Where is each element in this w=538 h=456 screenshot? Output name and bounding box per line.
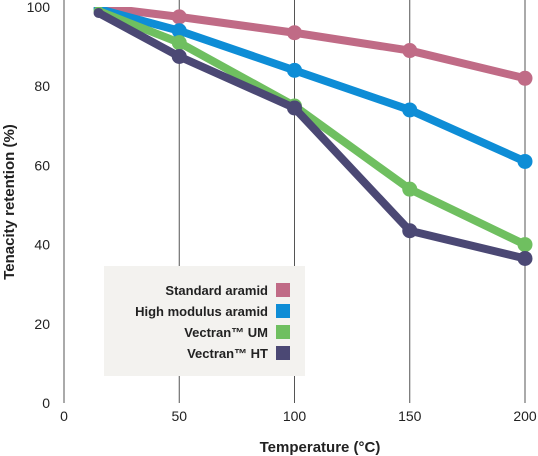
- y-tick-label: 60: [34, 157, 50, 173]
- legend-label: Vectran™ HT: [187, 346, 268, 361]
- x-axis-title: Temperature (°C): [260, 439, 381, 456]
- data-point: [402, 43, 418, 59]
- data-point: [287, 62, 302, 78]
- legend-swatch: [276, 304, 290, 318]
- x-tick-label: 200: [513, 408, 537, 424]
- legend-swatch: [276, 346, 290, 360]
- legend-swatch: [276, 325, 290, 339]
- legend: Standard aramid High modulus aramid Vectra…: [104, 266, 305, 376]
- y-axis-title: Tenacity retention (%): [1, 124, 18, 280]
- y-tick-label: 0: [42, 395, 50, 411]
- y-tick-label: 40: [34, 237, 50, 253]
- legend-label: Standard aramid: [165, 283, 268, 298]
- data-point: [171, 35, 187, 51]
- data-point: [171, 49, 187, 64]
- data-point: [402, 181, 418, 197]
- data-point: [517, 250, 533, 266]
- data-point: [93, 7, 104, 18]
- data-point: [517, 153, 533, 169]
- data-point: [171, 9, 187, 25]
- x-tick-label: 150: [398, 408, 422, 424]
- x-tick-labels: 0 50 100 150 200: [60, 408, 537, 424]
- series-3: [93, 7, 533, 266]
- y-tick-label: 20: [34, 316, 50, 332]
- data-point: [517, 237, 533, 253]
- data-point: [287, 100, 302, 116]
- legend-background: [104, 266, 305, 376]
- y-tick-labels: 0 20 40 60 80 100: [27, 0, 51, 411]
- x-tick-label: 50: [171, 408, 187, 424]
- legend-swatch: [276, 283, 290, 297]
- y-tick-label: 100: [27, 0, 51, 15]
- series-1: [93, 7, 533, 169]
- legend-label: High modulus aramid: [135, 304, 268, 319]
- x-tick-label: 0: [60, 408, 68, 424]
- series-line: [94, 7, 529, 83]
- x-tick-label: 100: [283, 408, 307, 424]
- series-0: [93, 7, 533, 86]
- data-point: [171, 23, 187, 39]
- y-tick-label: 80: [34, 78, 50, 94]
- data-point: [402, 223, 418, 239]
- series-lines: [93, 7, 533, 266]
- legend-label: Vectran™ UM: [184, 325, 268, 340]
- data-point: [287, 25, 302, 41]
- data-point: [517, 70, 533, 86]
- data-point: [402, 102, 418, 118]
